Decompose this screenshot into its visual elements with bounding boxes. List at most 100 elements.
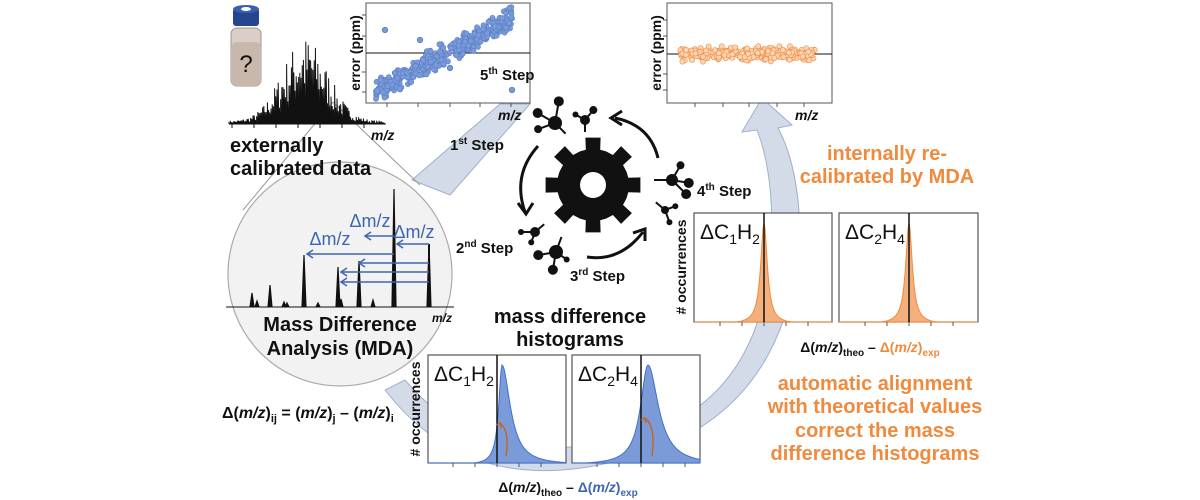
histograms-title-2: histograms: [516, 329, 624, 351]
mda-label-1: Mass Difference: [263, 314, 416, 336]
error-point: [763, 56, 769, 62]
error-point: [462, 38, 468, 45]
step-label-5: 5th Step: [480, 66, 534, 84]
internal-label-2: calibrated by MDA: [800, 166, 974, 188]
spectrum-peak: [391, 188, 397, 308]
error-point: [381, 94, 388, 101]
error-point: [750, 54, 757, 60]
error-point: [692, 50, 699, 57]
mda-magnifier-circle: [227, 161, 453, 387]
error-point: [459, 50, 466, 57]
molecule-icon: [533, 236, 570, 275]
error-point: [438, 56, 445, 63]
error-point: [408, 79, 415, 85]
outlier-point: [416, 36, 424, 44]
error-point: [455, 42, 462, 49]
error-point: [377, 76, 384, 83]
mass-difference-formula: Δ(m/z)ij = (m/z)j – (m/z)i: [222, 405, 394, 425]
mass-difference-arrows: [305, 231, 429, 287]
error-point: [805, 48, 812, 55]
error-point: [493, 32, 500, 39]
delta-mz-label: Δm/z: [349, 211, 390, 231]
arrow-head: [339, 277, 348, 287]
blue-histogram-c2h4: ΔC2H4: [571, 354, 701, 467]
error-point: [712, 47, 718, 54]
molecule-icon: [532, 96, 567, 135]
error-point: [412, 70, 419, 77]
error-point: [506, 19, 513, 26]
spectrum-peak: [335, 266, 341, 308]
error-point: [799, 53, 806, 60]
spectrum-peak: [370, 297, 376, 308]
error-point: [385, 74, 392, 81]
error-point: [703, 47, 709, 54]
error-point: [423, 71, 430, 78]
error-point: [502, 24, 509, 31]
error-point: [679, 58, 686, 65]
error-point: [389, 81, 396, 88]
spectrum-peak: [301, 254, 307, 308]
delta-mz-label: Δm/z: [309, 229, 350, 249]
spectrum-mz-label: m/z: [371, 127, 394, 143]
outlier-point: [391, 69, 399, 77]
internal-label-1: internally re-: [827, 143, 947, 165]
error-point: [427, 48, 434, 55]
arrow-head: [339, 267, 348, 277]
error-point: [373, 95, 379, 102]
arrow-head: [640, 416, 647, 424]
orange-histogram-c1h2: ΔC1H2: [693, 212, 833, 326]
mda-spectrum: [249, 188, 432, 308]
step-label-2: 2nd Step: [456, 239, 513, 257]
error-point: [379, 89, 386, 95]
error-point: [474, 24, 480, 31]
error-point: [484, 30, 491, 36]
spectrum-peak: [249, 292, 255, 308]
error-point: [480, 25, 487, 32]
step-label-4: 4th Step: [697, 182, 751, 200]
histograms-title-1: mass difference: [494, 306, 646, 328]
error-point: [682, 52, 689, 58]
delta-mz-label: Δm/z: [393, 222, 434, 242]
external-error-points: [373, 4, 516, 102]
spectrum-peak: [284, 301, 290, 308]
error-point: [477, 38, 484, 45]
error-point: [806, 57, 813, 64]
error-point: [474, 44, 481, 50]
error-point: [491, 23, 498, 30]
spectrum-peak: [338, 298, 344, 308]
error-point: [436, 41, 443, 48]
spectrum-peak: [254, 299, 260, 308]
histogram-label: ΔC2H4: [845, 221, 905, 247]
error-point: [427, 58, 434, 65]
error-axis-label: error (ppm): [648, 15, 664, 90]
occurrences-axis-label: # occurrences: [673, 219, 689, 314]
histogram-label: ΔC1H2: [434, 363, 494, 389]
step-label-3: 3rd Step: [570, 267, 625, 285]
histogram-curve: [572, 364, 701, 464]
histogram-label: ΔC1H2: [700, 221, 760, 247]
error-point: [475, 32, 482, 39]
blue-histogram-c1h2: ΔC1H2: [427, 354, 567, 467]
molecule-icon: [654, 161, 694, 200]
error-point: [433, 53, 440, 60]
mda-label-2: Analysis (MDA): [267, 338, 414, 360]
error-point: [489, 14, 496, 21]
arrow-head: [395, 239, 404, 249]
error-point: [721, 52, 728, 58]
alignment-label-1: automatic alignment: [778, 373, 973, 395]
error-point: [700, 53, 706, 60]
histogram-label: ΔC2H4: [578, 363, 638, 389]
outlier-point: [508, 86, 516, 94]
spectrum-peak: [267, 284, 273, 308]
outlier-point: [446, 64, 454, 72]
alignment-label-2: with theoretical values: [767, 396, 983, 418]
sample-vial-icon: ?: [230, 5, 262, 87]
step1-flow-band: [411, 103, 532, 196]
error-plot-mz-label: m/z: [498, 107, 521, 123]
error-point: [485, 18, 492, 25]
alignment-label-4: difference histograms: [771, 443, 980, 465]
error-point: [508, 14, 515, 21]
error-point: [374, 87, 381, 94]
alignment-label-3: correct the mass: [795, 420, 955, 442]
